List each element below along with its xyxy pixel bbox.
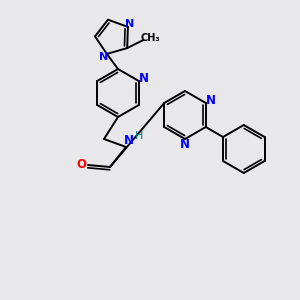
Text: N: N <box>125 19 134 29</box>
Text: N: N <box>206 94 216 106</box>
Text: N: N <box>124 134 134 148</box>
Text: CH₃: CH₃ <box>140 33 160 43</box>
Text: N: N <box>99 52 109 62</box>
Text: O: O <box>76 158 86 172</box>
Text: N: N <box>180 139 190 152</box>
Text: N: N <box>139 71 149 85</box>
Text: H: H <box>135 131 143 141</box>
